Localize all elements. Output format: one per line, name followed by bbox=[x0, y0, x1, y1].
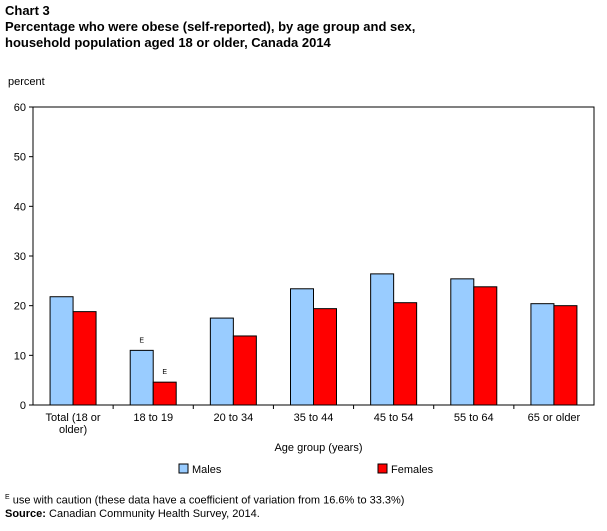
source-label: Source: bbox=[5, 507, 46, 520]
legend-label-males: Males bbox=[192, 464, 222, 476]
caution-text: use with caution (these data have a coef… bbox=[9, 494, 405, 507]
bar-females bbox=[232, 335, 257, 406]
bar-females bbox=[152, 381, 177, 406]
bar-females bbox=[313, 308, 337, 406]
bar-females bbox=[473, 286, 498, 406]
bar-males bbox=[209, 317, 234, 406]
caution-flag-label: E bbox=[139, 337, 144, 344]
y-axis-label: percent bbox=[8, 76, 45, 88]
chart-title-line-2: household population aged 18 or older, C… bbox=[5, 35, 331, 50]
x-tick-label: Total (18 or bbox=[46, 412, 101, 424]
bar-males bbox=[370, 273, 395, 406]
bar-females bbox=[393, 302, 418, 406]
x-axis-title: Age group (years) bbox=[274, 442, 362, 454]
chart-title: Chart 3 Percentage who were obese (self-… bbox=[5, 3, 600, 51]
y-tick-label: 30 bbox=[14, 251, 26, 263]
bar-females bbox=[72, 311, 97, 406]
y-tick-label: 50 bbox=[14, 152, 26, 164]
x-tick-label: 65 or older bbox=[528, 412, 581, 424]
y-tick-label: 40 bbox=[14, 201, 26, 213]
bar-females bbox=[553, 305, 578, 406]
caution-flag-label: E bbox=[162, 369, 167, 376]
y-tick-label: 60 bbox=[14, 102, 26, 114]
x-tick-label: 35 to 44 bbox=[294, 412, 334, 424]
x-tick-label: 20 to 34 bbox=[213, 412, 253, 424]
source-text: Canadian Community Health Survey, 2014. bbox=[45, 507, 260, 520]
caution-flag: E bbox=[5, 494, 10, 501]
y-tick-label: 20 bbox=[14, 301, 26, 313]
x-tick-label: older) bbox=[59, 424, 87, 436]
bar-males bbox=[530, 303, 555, 406]
footnotes: E use with caution (these data have a co… bbox=[5, 491, 404, 521]
bar-males bbox=[129, 349, 154, 406]
bar-males bbox=[49, 296, 74, 406]
y-tick-label: 0 bbox=[20, 400, 26, 412]
bar-males bbox=[450, 278, 475, 406]
caution-footnote: E use with caution (these data have a co… bbox=[5, 491, 404, 508]
legend-label-females: Females bbox=[391, 464, 434, 476]
source-footnote: Source: Canadian Community Health Survey… bbox=[5, 508, 404, 521]
chart-number: Chart 3 bbox=[5, 3, 50, 18]
x-tick-label: 45 to 54 bbox=[374, 412, 414, 424]
chart-title-line-1: Percentage who were obese (self-reported… bbox=[5, 19, 416, 34]
x-tick-label: 18 to 19 bbox=[133, 412, 173, 424]
legend-swatch-males bbox=[178, 463, 189, 474]
bar-males bbox=[290, 288, 314, 406]
legend-swatch-females bbox=[377, 463, 388, 474]
x-tick-label: 55 to 64 bbox=[454, 412, 494, 424]
y-tick-label: 10 bbox=[14, 350, 26, 362]
